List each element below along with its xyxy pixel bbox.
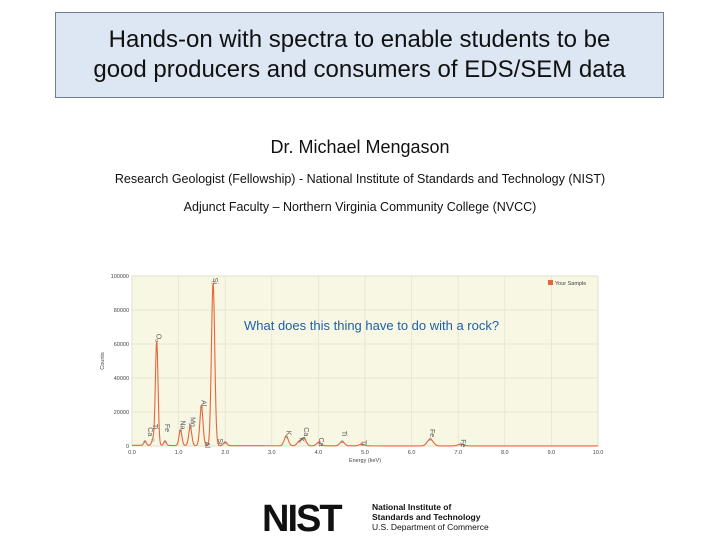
nist-logo-icon: NIST <box>262 500 344 536</box>
spectrum-line <box>132 283 598 447</box>
peak-marker <box>360 442 364 446</box>
y-axis-label: Counts <box>100 352 106 370</box>
peak-label: O <box>155 334 162 340</box>
peak-label: Ca <box>317 438 324 447</box>
y-tick-label: 0 <box>126 444 129 450</box>
peak-label: Fe <box>163 424 170 432</box>
peak-label: Ca <box>302 427 309 436</box>
x-tick-label: 1.0 <box>175 450 183 456</box>
peak-marker <box>188 425 192 429</box>
peak-marker <box>297 440 301 444</box>
peak-marker <box>223 441 227 445</box>
y-tick-label: 80000 <box>114 308 129 314</box>
x-tick-label: 4.0 <box>315 450 323 456</box>
title-line-2: good producers and consumers of EDS/SEM … <box>93 56 626 83</box>
x-tick-label: 8.0 <box>501 450 509 456</box>
peak-label: Si <box>211 278 218 285</box>
peak-label: Al <box>199 400 206 407</box>
peak-label: Si <box>216 438 223 445</box>
peak-marker <box>178 429 183 433</box>
legend-label: Your Sample <box>555 281 586 287</box>
peak-label: Ti <box>340 431 347 437</box>
y-tick-label: 40000 <box>114 376 129 382</box>
affiliation-nvcc: Adjunct Faculty – Northern Virginia Comm… <box>183 200 537 214</box>
nist-logo-line1: National Institute of <box>372 502 452 512</box>
x-tick-label: 7.0 <box>454 450 462 456</box>
peak-marker <box>143 440 147 444</box>
author-name: Dr. Michael Mengason <box>270 137 450 157</box>
peak-label: Na <box>178 421 185 430</box>
nist-logo-mark: NIST <box>262 500 342 536</box>
peak-marker <box>459 442 463 446</box>
peak-label: Fe <box>428 429 435 437</box>
peak-label: Ti <box>151 424 158 430</box>
y-tick-label: 100000 <box>111 274 129 280</box>
peak-label: Fe <box>459 439 466 447</box>
peak-marker <box>284 435 288 439</box>
x-tick-label: 6.0 <box>408 450 416 456</box>
peak-marker <box>151 438 155 442</box>
y-tick-label: 60000 <box>114 342 129 348</box>
title-box: Hands-on with spectra to enable students… <box>55 12 664 98</box>
spectrum-svg: 0 20000 40000 60000 80000 100000 0.0 1.0 2.0 3.0 4… <box>100 274 604 464</box>
peak-label: Ti <box>360 440 367 446</box>
slide-title: Hands-on with spectra to enable students… <box>93 25 625 85</box>
legend-swatch <box>548 280 553 285</box>
x-tick-label: 10.0 <box>593 450 604 456</box>
affiliation-nist: Research Geologist (Fellowship) - Nation… <box>114 172 606 186</box>
x-tick-label: 9.0 <box>548 450 556 456</box>
peak-marker <box>302 436 306 440</box>
peak-marker <box>199 405 203 409</box>
peak-label: K <box>297 438 304 443</box>
peak-marker <box>428 437 432 441</box>
peak-label: Mg <box>188 417 195 427</box>
x-axis-label: Energy (keV) <box>349 458 381 464</box>
x-tick-label: 5.0 <box>361 450 369 456</box>
peak-marker <box>163 440 167 444</box>
peak-marker <box>155 339 159 343</box>
question-callout: What does this thing have to do with a r… <box>244 318 500 333</box>
nist-logo-text: National Institute of Standards and Tech… <box>372 502 489 532</box>
x-tick-label: 2.0 <box>221 450 229 456</box>
peak-label: Ca <box>146 427 153 436</box>
eds-spectrum-chart: 0 20000 40000 60000 80000 100000 0.0 1.0 2.0 3.0 4… <box>96 270 606 468</box>
peak-label: K <box>284 431 291 436</box>
title-line-1: Hands-on with spectra to enable students… <box>108 26 611 53</box>
x-tick-label: 3.0 <box>268 450 276 456</box>
peak-label: Al <box>203 442 210 449</box>
y-tick-label: 20000 <box>114 410 129 416</box>
peak-marker <box>340 440 344 444</box>
nist-logo-line2: Standards and Technology <box>372 512 481 522</box>
nist-logo-line3: U.S. Department of Commerce <box>372 522 489 532</box>
peak-marker <box>211 281 215 285</box>
x-tick-label: 0.0 <box>128 450 136 456</box>
peak-marker <box>317 441 321 445</box>
